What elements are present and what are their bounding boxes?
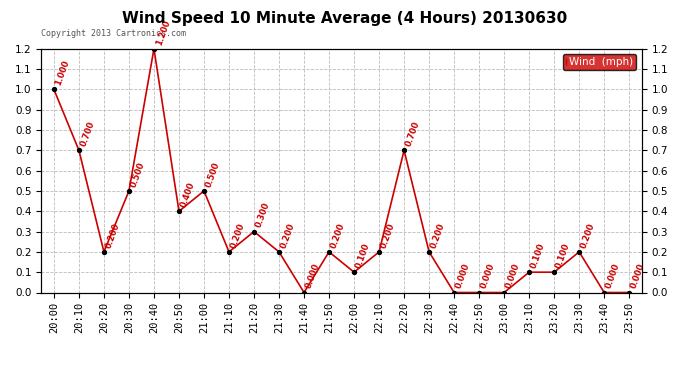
Text: 0.200: 0.200: [104, 222, 121, 249]
Text: 0.500: 0.500: [204, 160, 221, 189]
Point: [549, 269, 560, 275]
Point: [448, 290, 460, 296]
Text: 0.200: 0.200: [279, 222, 297, 249]
Point: [624, 290, 635, 296]
Point: [424, 249, 435, 255]
Point: [499, 290, 510, 296]
Point: [348, 269, 359, 275]
Point: [373, 249, 384, 255]
Point: [199, 188, 210, 194]
Text: 0.000: 0.000: [304, 262, 322, 290]
Point: [99, 249, 110, 255]
Text: 0.000: 0.000: [604, 262, 622, 290]
Point: [224, 249, 235, 255]
Text: 0.200: 0.200: [579, 222, 597, 249]
Point: [124, 188, 135, 194]
Text: 1.200: 1.200: [154, 18, 172, 46]
Point: [173, 208, 184, 214]
Point: [599, 290, 610, 296]
Text: 0.100: 0.100: [529, 242, 546, 270]
Text: 0.700: 0.700: [404, 120, 422, 148]
Text: 0.200: 0.200: [229, 222, 246, 249]
Text: 0.200: 0.200: [429, 222, 446, 249]
Point: [73, 147, 84, 153]
Text: 1.000: 1.000: [54, 59, 71, 87]
Text: 0.700: 0.700: [79, 120, 97, 148]
Text: 0.300: 0.300: [254, 201, 271, 229]
Text: Wind Speed 10 Minute Average (4 Hours) 20130630: Wind Speed 10 Minute Average (4 Hours) 2…: [122, 11, 568, 26]
Text: 0.000: 0.000: [479, 262, 497, 290]
Text: 0.200: 0.200: [379, 222, 397, 249]
Point: [273, 249, 284, 255]
Legend: Wind  (mph): Wind (mph): [563, 54, 636, 70]
Text: 0.200: 0.200: [329, 222, 346, 249]
Point: [299, 290, 310, 296]
Point: [248, 228, 259, 235]
Point: [48, 86, 59, 92]
Text: 0.400: 0.400: [179, 181, 197, 209]
Text: 0.500: 0.500: [129, 160, 146, 189]
Text: 0.000: 0.000: [454, 262, 471, 290]
Point: [573, 249, 584, 255]
Text: Copyright 2013 Cartronics.com: Copyright 2013 Cartronics.com: [41, 29, 186, 38]
Point: [524, 269, 535, 275]
Text: 0.000: 0.000: [504, 262, 522, 290]
Point: [324, 249, 335, 255]
Point: [148, 46, 159, 52]
Text: 0.000: 0.000: [629, 262, 647, 290]
Text: 0.100: 0.100: [354, 242, 371, 270]
Text: 0.100: 0.100: [554, 242, 571, 270]
Point: [399, 147, 410, 153]
Point: [473, 290, 484, 296]
